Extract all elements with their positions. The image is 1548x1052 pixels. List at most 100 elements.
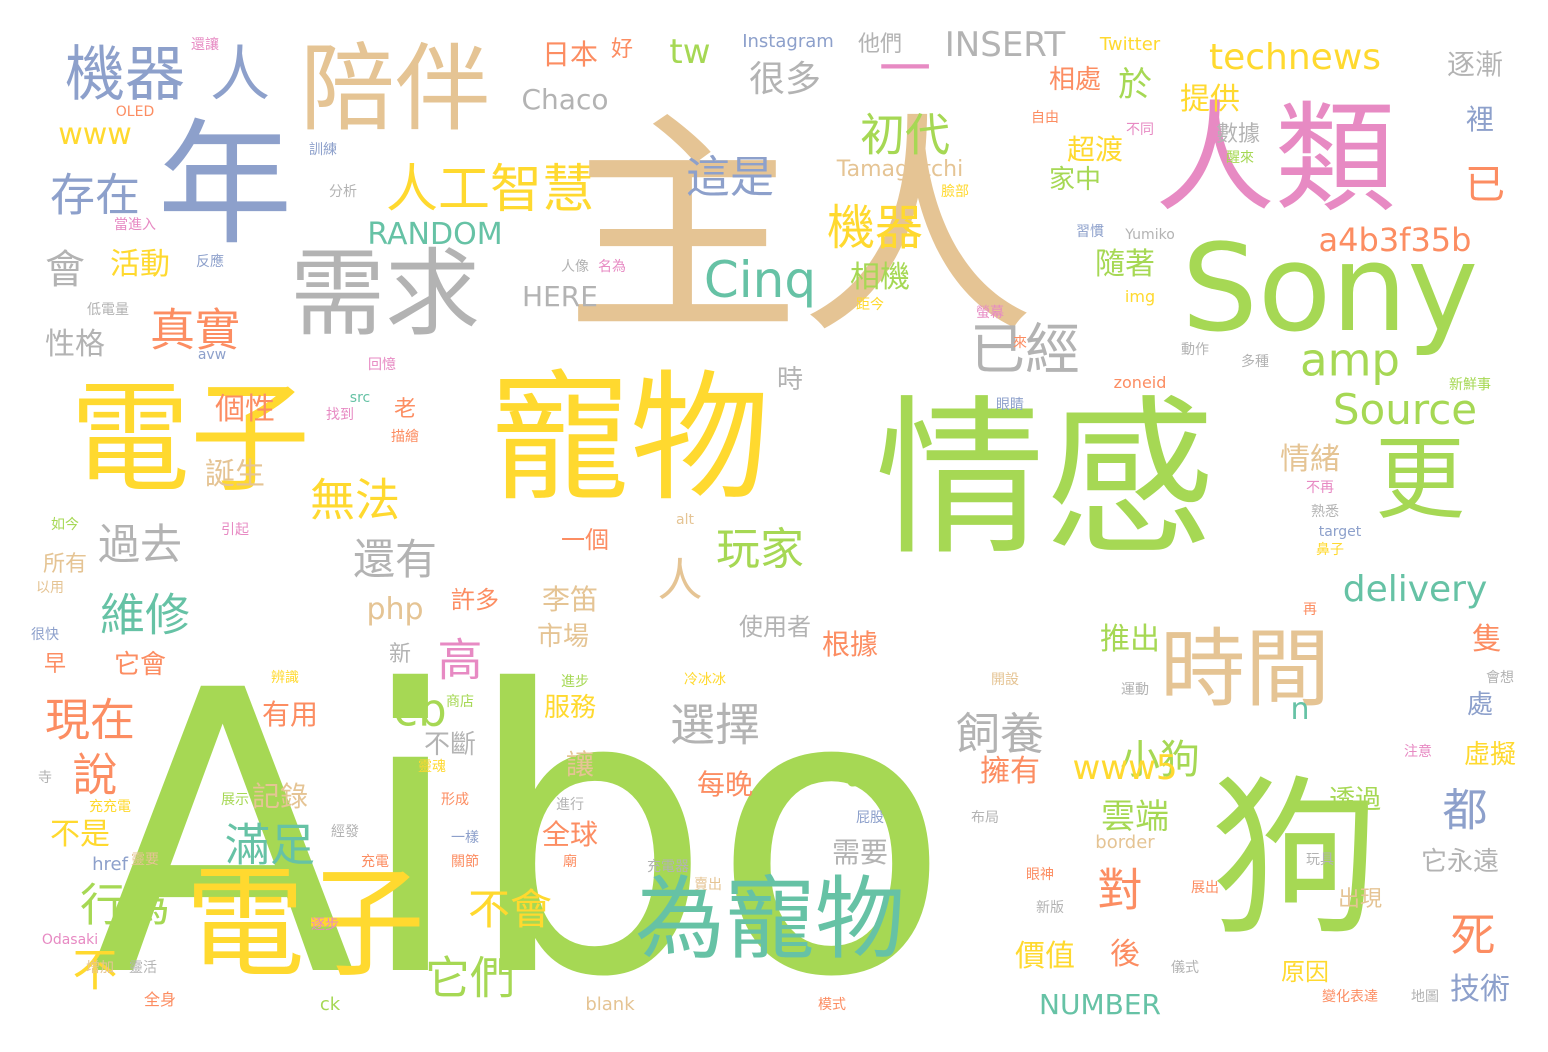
cloud-word: 數據 xyxy=(1215,122,1261,147)
cloud-word: 主人 xyxy=(565,93,1035,367)
cloud-word: 寺 xyxy=(38,770,52,786)
cloud-word: 注意 xyxy=(1404,744,1432,760)
cloud-word: 現在 xyxy=(44,693,136,747)
cloud-word: 多種 xyxy=(1241,354,1269,370)
cloud-word: Source xyxy=(1332,385,1478,434)
cloud-word: 靈魂 xyxy=(418,759,446,775)
cloud-word: 眼睛 xyxy=(996,397,1024,413)
cloud-word: 價值 xyxy=(1015,939,1075,974)
cloud-word: 狗 xyxy=(1209,761,1381,959)
cloud-word: Twitter xyxy=(1099,34,1161,55)
cloud-word: 屁股 xyxy=(856,810,884,826)
cloud-word: a4b3f35b xyxy=(1318,221,1472,259)
cloud-word: 不再 xyxy=(1306,480,1334,496)
cloud-word: 地圖 xyxy=(1411,989,1439,1005)
cloud-word: 逐漸 xyxy=(1446,48,1504,81)
cloud-word: 動作 xyxy=(1181,342,1209,358)
cloud-word: 儀式 xyxy=(1171,960,1199,976)
cloud-word: 日本 xyxy=(541,38,599,71)
cloud-word: 隨著 xyxy=(1095,247,1155,282)
cloud-word: 初代 xyxy=(859,108,951,162)
cloud-word: 如今 xyxy=(51,517,79,533)
cloud-word: 每晚 xyxy=(696,768,754,801)
cloud-word: 更 xyxy=(1375,427,1465,532)
cloud-word: img xyxy=(1124,287,1156,306)
cloud-word: 機器 xyxy=(65,40,185,110)
cloud-word: 小狗 xyxy=(1120,737,1200,783)
cloud-word: 名為 xyxy=(598,259,626,275)
cloud-word: 家中 xyxy=(1048,165,1102,195)
cloud-word: 不是 xyxy=(50,817,110,852)
cloud-word: 推出 xyxy=(1100,622,1160,657)
cloud-word: 人工智慧 xyxy=(385,160,595,220)
cloud-word: 陪伴 xyxy=(299,34,491,145)
cloud-word: a xyxy=(845,759,865,794)
cloud-word: 廟 xyxy=(563,854,577,870)
cloud-word: 習慣 xyxy=(1076,224,1104,240)
cloud-word: 玩家 xyxy=(716,524,804,575)
cloud-word: 一個 xyxy=(561,526,609,554)
cloud-word: 過去 xyxy=(97,520,183,569)
cloud-word: 以用 xyxy=(36,580,64,596)
cloud-word: 個性 xyxy=(215,392,275,427)
cloud-word: 鼻子 xyxy=(1316,542,1344,558)
cloud-word: 進步 xyxy=(561,674,589,690)
cloud-word: 還讓 xyxy=(191,37,219,53)
cloud-word: 情感 xyxy=(874,381,1216,579)
cloud-word: 性格 xyxy=(45,327,105,362)
cloud-word: 後 xyxy=(1110,937,1140,972)
cloud-word: 都 xyxy=(1442,783,1488,837)
cloud-word: 關節 xyxy=(451,854,479,870)
cloud-word: 找到 xyxy=(326,407,354,423)
cloud-word: avw xyxy=(197,347,227,363)
cloud-word: 人像 xyxy=(561,259,589,275)
cloud-word: 很快 xyxy=(31,627,59,643)
cloud-word: 行為 xyxy=(79,878,171,932)
cloud-word: 提供 xyxy=(1180,82,1240,117)
cloud-word: href xyxy=(92,854,128,875)
cloud-word: 裡 xyxy=(1465,103,1495,136)
cloud-word: 增加 xyxy=(86,960,114,976)
cloud-word: 好 xyxy=(610,37,634,62)
cloud-word: 一樣 xyxy=(451,830,479,846)
cloud-word: 寵物 xyxy=(489,358,771,521)
cloud-word: 螢幕 xyxy=(976,305,1004,321)
cloud-word: 它會 xyxy=(113,650,167,680)
cloud-word: 臉部 xyxy=(941,184,969,200)
cloud-word: 需求 xyxy=(289,239,481,350)
cloud-word: tw xyxy=(669,32,711,72)
cloud-word: 滿足 xyxy=(224,818,316,872)
cloud-word: ck xyxy=(319,994,341,1015)
cloud-word: 醒來 xyxy=(1226,150,1254,166)
cloud-word: 維修 xyxy=(99,588,191,642)
cloud-word: 情緒 xyxy=(1280,442,1340,477)
cloud-word: 描繪 xyxy=(391,429,419,445)
cloud-word: 老 xyxy=(393,397,417,422)
cloud-word: amp xyxy=(1300,333,1400,387)
cloud-word: 相機 xyxy=(850,260,910,295)
cloud-word: 還有 xyxy=(352,535,438,584)
cloud-word: 分析 xyxy=(329,184,357,200)
cloud-word: 許多 xyxy=(451,586,499,614)
cloud-word: 一 xyxy=(878,40,932,100)
cloud-word: 飼養 xyxy=(956,709,1044,760)
cloud-word: 透過 xyxy=(1328,785,1382,815)
cloud-word: 引起 xyxy=(221,522,249,538)
cloud-word: Cinq xyxy=(703,251,817,309)
cloud-word: 再 xyxy=(1303,602,1317,618)
cloud-word: 人類 xyxy=(1155,90,1395,229)
cloud-word: target xyxy=(1318,524,1362,540)
cloud-word: Tamagotchi xyxy=(836,157,964,182)
cloud-word: 冷冰冰 xyxy=(684,672,726,688)
cloud-word: 自由 xyxy=(1031,110,1059,126)
cloud-word: src xyxy=(349,390,371,406)
cloud-word: 為寵物 xyxy=(635,867,905,972)
cloud-word: 會想 xyxy=(1486,670,1514,686)
cloud-word: Sony xyxy=(1181,220,1479,359)
cloud-word: delivery xyxy=(1342,569,1488,610)
cloud-word: 這是 xyxy=(686,152,774,203)
cloud-word: 不 xyxy=(72,943,118,997)
cloud-word: 經發 xyxy=(331,824,359,840)
cloud-word: 模式 xyxy=(818,997,846,1013)
cloud-word: 運動 xyxy=(1121,682,1149,698)
